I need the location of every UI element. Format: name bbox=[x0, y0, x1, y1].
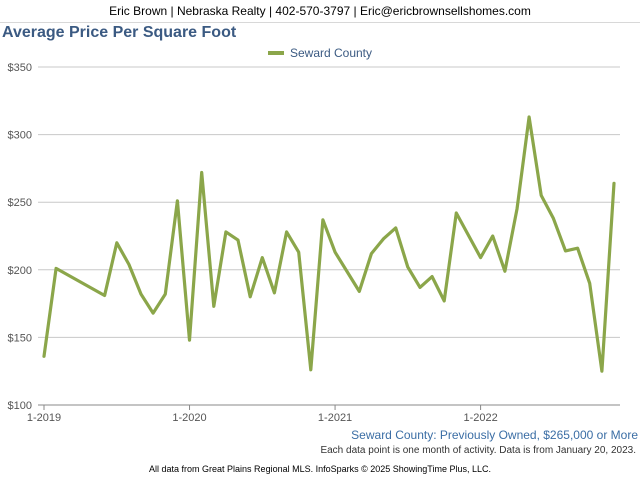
legend-swatch bbox=[267, 51, 284, 55]
chart-title: Average Price Per Square Foot bbox=[2, 24, 237, 41]
x-tick-label: 1-2021 bbox=[318, 412, 352, 424]
series-group bbox=[42, 115, 616, 373]
series-line bbox=[42, 115, 616, 373]
x-tick-label: 1-2019 bbox=[27, 412, 61, 424]
y-axis: $100 $150 $200 $250 $300 $350 bbox=[8, 62, 32, 412]
x-tick-label: 1-2022 bbox=[463, 412, 497, 424]
y-tick-label: $100 bbox=[8, 400, 32, 412]
chart-subtitle: Seward County: Previously Owned, $265,00… bbox=[351, 428, 638, 442]
legend-label: Seward County bbox=[289, 46, 373, 60]
chart-note: Each data point is one month of activity… bbox=[320, 445, 636, 456]
y-tick-label: $300 bbox=[8, 130, 32, 142]
y-tick-label: $150 bbox=[8, 332, 32, 344]
contact-text: Eric Brown | Nebraska Realty | 402-570-3… bbox=[109, 4, 531, 18]
x-axis: 1-2019 1-2020 1-2021 1-2022 bbox=[27, 405, 498, 424]
y-tick-label: $350 bbox=[8, 62, 32, 74]
x-tick-label: 1-2020 bbox=[172, 412, 206, 424]
footer: All data from Great Plains Regional MLS.… bbox=[149, 464, 491, 474]
y-tick-label: $250 bbox=[8, 197, 32, 209]
grid bbox=[38, 66, 620, 406]
legend: Seward County bbox=[0, 46, 640, 60]
contact-bar: Eric Brown | Nebraska Realty | 402-570-3… bbox=[0, 0, 640, 23]
y-tick-label: $200 bbox=[8, 265, 32, 277]
